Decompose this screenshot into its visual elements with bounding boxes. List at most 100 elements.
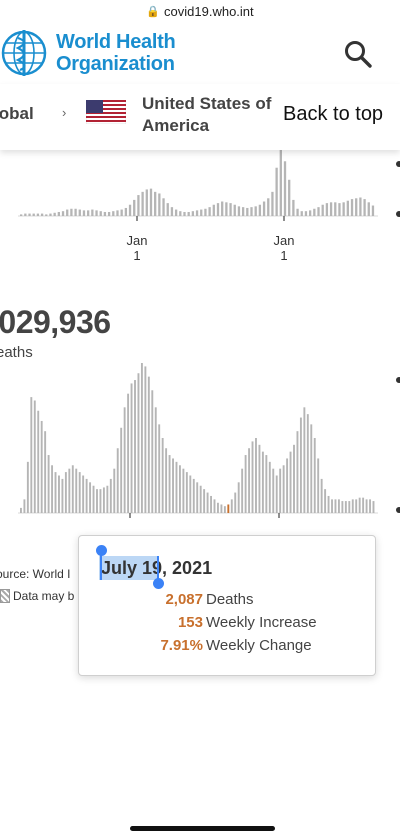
chart-bar[interactable] bbox=[47, 455, 50, 513]
chart-bar[interactable] bbox=[296, 208, 299, 216]
chart-bar[interactable] bbox=[282, 465, 285, 513]
chart-bar[interactable] bbox=[191, 211, 195, 216]
chart-bar[interactable] bbox=[289, 451, 292, 513]
chart-bar[interactable] bbox=[33, 400, 36, 514]
chart-bar-highlighted[interactable] bbox=[227, 504, 230, 513]
chart-bar[interactable] bbox=[107, 211, 111, 216]
chart-bar[interactable] bbox=[112, 211, 115, 216]
chart-bar[interactable] bbox=[337, 499, 340, 513]
chart-bar[interactable] bbox=[306, 414, 309, 513]
chart-bar[interactable] bbox=[20, 214, 23, 216]
chart-bar[interactable] bbox=[195, 210, 199, 216]
chart-bar[interactable] bbox=[272, 468, 275, 513]
chart-bar[interactable] bbox=[334, 499, 337, 513]
chart-bar[interactable] bbox=[350, 199, 354, 216]
chart-bar[interactable] bbox=[200, 209, 203, 216]
chart-bar[interactable] bbox=[241, 207, 245, 216]
chart-bar[interactable] bbox=[137, 195, 140, 216]
chart-bar[interactable] bbox=[178, 465, 181, 513]
chart-bar[interactable] bbox=[338, 203, 341, 216]
chart-bar[interactable] bbox=[92, 485, 95, 513]
chart-bar[interactable] bbox=[128, 204, 132, 216]
chart-bar[interactable] bbox=[168, 455, 171, 513]
chart-bar[interactable] bbox=[145, 189, 148, 216]
chart-bar[interactable] bbox=[204, 208, 207, 216]
chart-bar[interactable] bbox=[70, 208, 73, 216]
chart-bar[interactable] bbox=[134, 380, 136, 513]
deaths-chart-svg[interactable] bbox=[0, 345, 400, 545]
chart-bar[interactable] bbox=[51, 465, 54, 513]
chart-bar[interactable] bbox=[286, 458, 289, 513]
chart-bar[interactable] bbox=[75, 468, 78, 513]
home-indicator[interactable] bbox=[130, 826, 275, 831]
chart-bar[interactable] bbox=[310, 424, 313, 513]
chart-bar[interactable] bbox=[154, 407, 157, 513]
chart-bar[interactable] bbox=[151, 390, 154, 513]
chart-bar[interactable] bbox=[82, 475, 85, 514]
chart-bar[interactable] bbox=[192, 478, 195, 513]
chart-bar[interactable] bbox=[95, 210, 98, 216]
chart-bar[interactable] bbox=[221, 201, 224, 216]
chart-bar[interactable] bbox=[82, 210, 86, 216]
chart-bar[interactable] bbox=[208, 207, 211, 216]
chart-bar[interactable] bbox=[210, 495, 212, 513]
chart-bar[interactable] bbox=[363, 199, 366, 216]
chart-bar[interactable] bbox=[293, 444, 295, 513]
chart-bar[interactable] bbox=[346, 200, 349, 216]
chart-bar[interactable] bbox=[158, 424, 161, 513]
chart-bar[interactable] bbox=[66, 209, 69, 216]
chart-bar[interactable] bbox=[206, 492, 209, 513]
chart-bar[interactable] bbox=[237, 206, 241, 216]
chart-bar[interactable] bbox=[116, 448, 119, 513]
chart-bar[interactable] bbox=[267, 198, 270, 216]
chart-bar[interactable] bbox=[348, 501, 351, 513]
chart-bar[interactable] bbox=[113, 468, 116, 513]
chart-bar[interactable] bbox=[141, 191, 144, 216]
chart-bar[interactable] bbox=[255, 438, 257, 513]
chart-bar[interactable] bbox=[279, 150, 282, 216]
tooltip-date[interactable]: July 19, 2021 bbox=[101, 558, 213, 578]
chart-bar[interactable] bbox=[196, 482, 199, 513]
chart-bar[interactable] bbox=[237, 482, 240, 513]
back-to-top-link[interactable]: Back to top bbox=[283, 103, 384, 125]
chart-bar[interactable] bbox=[265, 455, 268, 513]
chart-bar[interactable] bbox=[213, 499, 216, 513]
chart-bar[interactable] bbox=[304, 211, 308, 216]
chart-bar[interactable] bbox=[358, 497, 361, 513]
chart-bar[interactable] bbox=[166, 203, 169, 216]
chart-bar[interactable] bbox=[275, 475, 278, 514]
chart-bar[interactable] bbox=[313, 438, 316, 513]
chart-bar[interactable] bbox=[262, 201, 266, 216]
search-icon[interactable] bbox=[342, 38, 374, 70]
chart-bar[interactable] bbox=[261, 451, 264, 513]
chart-bar[interactable] bbox=[162, 198, 165, 216]
chart-bar[interactable] bbox=[217, 502, 219, 513]
chart-bar[interactable] bbox=[334, 202, 337, 216]
chart-bar[interactable] bbox=[170, 207, 174, 216]
chart-bar[interactable] bbox=[149, 188, 153, 216]
chart-bar[interactable] bbox=[127, 393, 130, 513]
chart-bar[interactable] bbox=[124, 207, 128, 216]
country-name[interactable]: United States of America bbox=[142, 93, 292, 137]
chart-bar[interactable] bbox=[233, 204, 236, 216]
url-bar[interactable]: 🔒 covid19.who.int bbox=[0, 0, 400, 22]
chart-bar[interactable] bbox=[116, 210, 119, 216]
chart-bar[interactable] bbox=[271, 191, 274, 216]
chart-bar[interactable] bbox=[324, 489, 327, 513]
chart-bar[interactable] bbox=[372, 501, 375, 513]
chart-bar[interactable] bbox=[341, 501, 344, 513]
chart-bar[interactable] bbox=[321, 204, 324, 216]
chart-bar[interactable] bbox=[24, 213, 27, 216]
chart-bar[interactable] bbox=[225, 202, 228, 216]
chart-bar[interactable] bbox=[123, 407, 126, 513]
chart-bar[interactable] bbox=[102, 487, 105, 513]
chart-bar[interactable] bbox=[317, 458, 320, 513]
chart-bar[interactable] bbox=[68, 468, 71, 513]
chart-bar[interactable] bbox=[109, 478, 112, 513]
chart-bar[interactable] bbox=[161, 438, 164, 513]
chart-bar[interactable] bbox=[250, 207, 253, 216]
chart-bar[interactable] bbox=[61, 211, 65, 216]
chart-bar[interactable] bbox=[36, 213, 40, 216]
chart-bar[interactable] bbox=[223, 506, 226, 513]
chart-bar[interactable] bbox=[57, 211, 60, 216]
